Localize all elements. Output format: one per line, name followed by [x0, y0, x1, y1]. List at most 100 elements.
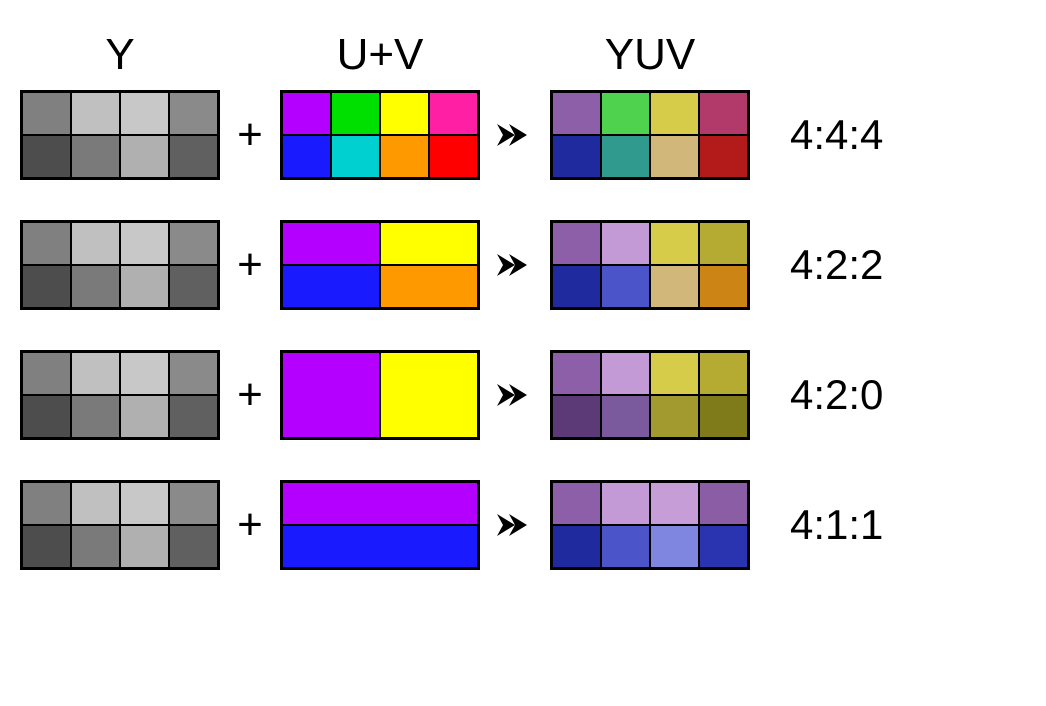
- uv-block-cell: [282, 352, 380, 438]
- column-headers: Y U+V YUV: [20, 30, 1020, 80]
- plus-operator: +: [220, 113, 280, 157]
- y-block-cell: [169, 525, 218, 568]
- yuv-block-cell: [650, 265, 699, 308]
- yuv-block-cell: [699, 265, 748, 308]
- y-block-cell: [71, 395, 120, 438]
- header-uv: U+V: [280, 30, 480, 80]
- y-block-cell: [120, 265, 169, 308]
- y-block-cell: [71, 265, 120, 308]
- y-block-cell: [71, 92, 120, 135]
- chroma-subsampling-diagram: Y U+V YUV +4:4:4+4:2:2+4:2:0+4:1:1: [20, 30, 1020, 570]
- yuv-block-cell: [650, 395, 699, 438]
- uv-block-cell: [282, 135, 331, 178]
- plus-operator: +: [220, 243, 280, 287]
- subsampling-row: +4:1:1: [20, 480, 1020, 570]
- subsampling-row: +4:2:0: [20, 350, 1020, 440]
- arrow-icon: [480, 120, 550, 150]
- uv-block: [280, 480, 480, 570]
- yuv-block-cell: [699, 92, 748, 135]
- y-block-cell: [22, 352, 71, 395]
- y-block: [20, 90, 220, 180]
- y-block-cell: [71, 222, 120, 265]
- yuv-block-cell: [552, 352, 601, 395]
- ratio-label: 4:2:0: [790, 371, 883, 419]
- header-yuv: YUV: [550, 30, 750, 80]
- y-block-cell: [120, 352, 169, 395]
- yuv-block-cell: [699, 135, 748, 178]
- y-block-cell: [169, 352, 218, 395]
- yuv-block-cell: [601, 265, 650, 308]
- y-block-cell: [120, 525, 169, 568]
- uv-block-cell: [282, 92, 331, 135]
- yuv-block-cell: [601, 525, 650, 568]
- yuv-block-cell: [552, 265, 601, 308]
- yuv-block-cell: [650, 525, 699, 568]
- ratio-label: 4:1:1: [790, 501, 883, 549]
- yuv-block-cell: [552, 135, 601, 178]
- y-block-cell: [120, 92, 169, 135]
- uv-block-cell: [282, 525, 478, 568]
- uv-block-cell: [282, 482, 478, 525]
- yuv-block-cell: [552, 525, 601, 568]
- uv-block-cell: [429, 135, 478, 178]
- arrow-icon: [480, 250, 550, 280]
- plus-operator: +: [220, 373, 280, 417]
- y-block-cell: [71, 135, 120, 178]
- y-block: [20, 350, 220, 440]
- uv-block: [280, 350, 480, 440]
- uv-block-cell: [282, 265, 380, 308]
- uv-block-cell: [331, 92, 380, 135]
- yuv-block-cell: [650, 352, 699, 395]
- yuv-block-cell: [601, 222, 650, 265]
- y-block-cell: [169, 92, 218, 135]
- yuv-block-cell: [601, 395, 650, 438]
- y-block-cell: [71, 352, 120, 395]
- y-block-cell: [120, 222, 169, 265]
- yuv-block-cell: [552, 482, 601, 525]
- uv-block-cell: [380, 352, 478, 438]
- uv-block-cell: [380, 135, 429, 178]
- y-block-cell: [22, 222, 71, 265]
- y-block: [20, 220, 220, 310]
- yuv-block-cell: [601, 135, 650, 178]
- yuv-block-cell: [699, 395, 748, 438]
- yuv-block-cell: [601, 352, 650, 395]
- y-block-cell: [169, 222, 218, 265]
- yuv-block-cell: [699, 222, 748, 265]
- ratio-label: 4:2:2: [790, 241, 883, 289]
- y-block-cell: [22, 92, 71, 135]
- yuv-block-cell: [601, 92, 650, 135]
- y-block-cell: [22, 135, 71, 178]
- subsampling-row: +4:2:2: [20, 220, 1020, 310]
- subsampling-row: +4:4:4: [20, 90, 1020, 180]
- y-block-cell: [120, 395, 169, 438]
- yuv-block-cell: [552, 222, 601, 265]
- ratio-label: 4:4:4: [790, 111, 883, 159]
- yuv-block-cell: [699, 525, 748, 568]
- yuv-block-cell: [650, 135, 699, 178]
- yuv-block-cell: [699, 482, 748, 525]
- y-block-cell: [169, 135, 218, 178]
- y-block-cell: [22, 525, 71, 568]
- yuv-block-cell: [552, 395, 601, 438]
- arrow-icon: [480, 380, 550, 410]
- uv-block: [280, 220, 480, 310]
- yuv-block-cell: [699, 352, 748, 395]
- yuv-block: [550, 90, 750, 180]
- uv-block-cell: [380, 92, 429, 135]
- uv-block-cell: [380, 222, 478, 265]
- y-block-cell: [22, 265, 71, 308]
- uv-block-cell: [380, 265, 478, 308]
- header-y: Y: [20, 30, 220, 80]
- yuv-block-cell: [650, 92, 699, 135]
- yuv-block: [550, 220, 750, 310]
- y-block-cell: [120, 135, 169, 178]
- yuv-block-cell: [650, 222, 699, 265]
- yuv-block-cell: [650, 482, 699, 525]
- uv-block-cell: [331, 135, 380, 178]
- yuv-block: [550, 480, 750, 570]
- y-block-cell: [22, 482, 71, 525]
- y-block-cell: [169, 482, 218, 525]
- yuv-block-cell: [552, 92, 601, 135]
- uv-block-cell: [282, 222, 380, 265]
